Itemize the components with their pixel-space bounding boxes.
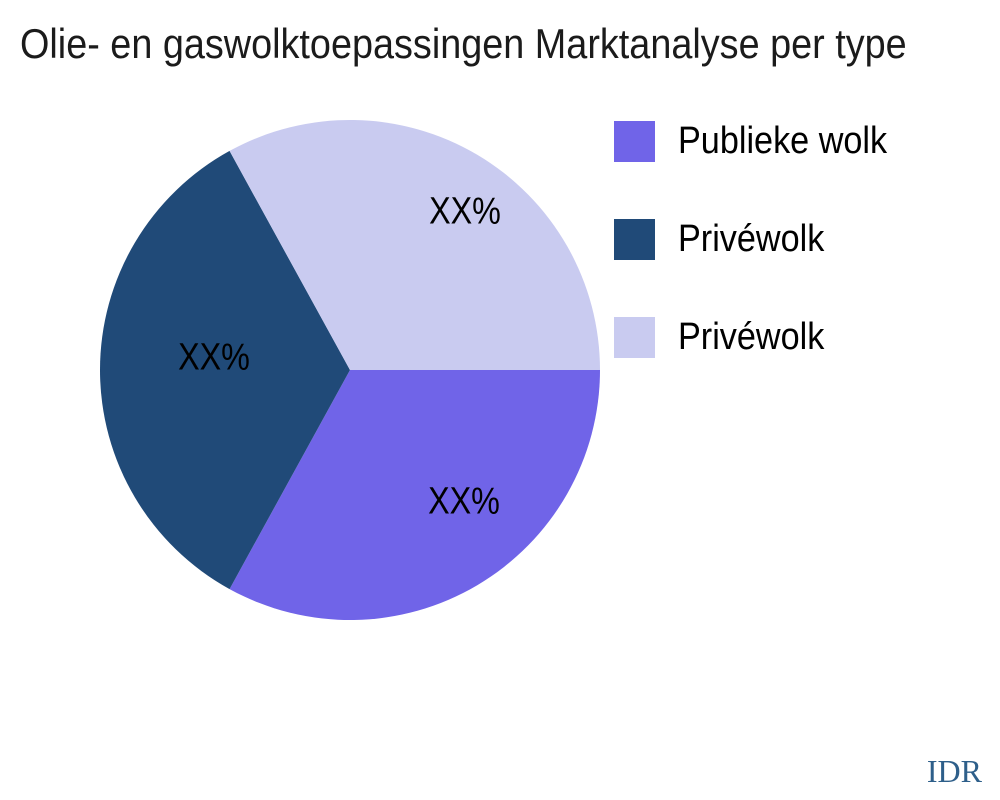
pie-label-text: XX% [429,190,501,233]
pie-label-privewolk-light: XX% [423,191,507,234]
legend: Publieke wolk Privéwolk Privéwolk [614,120,910,415]
pie-label-text: XX% [178,336,250,379]
legend-swatch-privewolk-dark [614,219,655,260]
legend-swatch-privewolk-light [614,317,655,358]
legend-label: Privéwolk [678,218,825,260]
legend-label: Privéwolk [678,316,825,358]
pie-slice-1 [99,150,350,590]
legend-item-privewolk-dark: Privéwolk [614,218,910,260]
idr-watermark: IDR [926,753,982,789]
pie-slice-2 [229,119,600,371]
legend-swatch-publieke-wolk [614,121,655,162]
chart-title: Olie- en gaswolktoepassingen Marktanalys… [20,20,907,67]
legend-item-privewolk-light: Privéwolk [614,316,910,358]
pie-label-text: XX% [428,480,500,523]
legend-label: Publieke wolk [678,120,888,162]
legend-item-publieke-wolk: Publieke wolk [614,120,910,162]
pie-wedges [99,119,600,621]
pie-slice-0 [229,370,600,621]
pie-label-privewolk-dark: XX% [172,337,256,380]
pie-label-publieke-wolk: XX% [422,481,506,524]
